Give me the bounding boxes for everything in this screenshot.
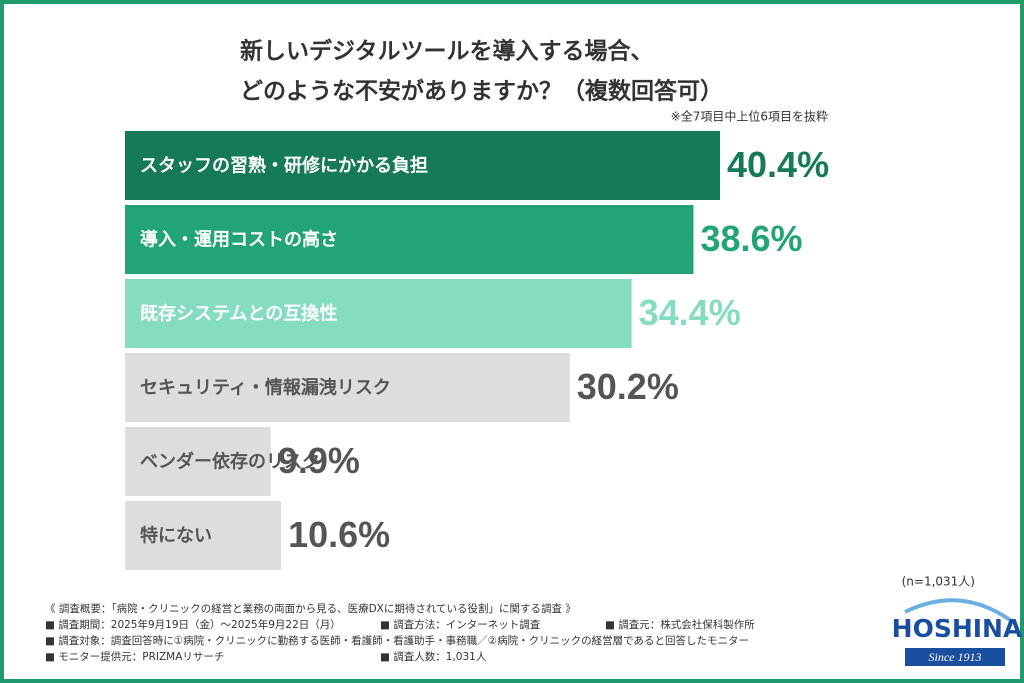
category-label: セキュリティ・情報漏洩リスク (140, 377, 391, 399)
footer-text: 《 調査概要：「病院・クリニックの経営と業務の両面から見る、医療DXに期待されて… (45, 602, 576, 615)
value-label: 10.6% (288, 514, 390, 555)
chart-title: どのような不安がありますか？（複数回答可） (240, 78, 723, 105)
logo-tagline: Since 1913 (929, 650, 982, 664)
bar (125, 501, 282, 570)
footer-text: ■ 調査元：株式会社保科製作所 (605, 618, 755, 631)
footer-text: ■ 調査期間：2025年9月19日（金）〜2025年9月22日（月） (45, 618, 341, 631)
logo-banner (905, 648, 1005, 666)
value-label: 34.4% (639, 292, 741, 333)
category-label: スタッフの習熟・研修にかかる負担 (140, 155, 428, 177)
bar (125, 205, 694, 274)
footer-text: ■ 調査人数：1,031人 (380, 650, 487, 663)
logo-name: HOSHINA (892, 614, 1023, 643)
value-label: 30.2% (577, 366, 679, 407)
bar (125, 279, 632, 348)
bar (125, 427, 271, 496)
logo-swoosh (904, 598, 1012, 622)
category-label: 特にない (140, 525, 212, 547)
category-label: ベンダー依存のリスク (140, 451, 320, 473)
sample-size: (n=1,031人) (902, 575, 975, 589)
footer-text: ■ 調査対象：調査回答時に①病院・クリニックに勤務する医師・看護師・看護助手・事… (45, 634, 749, 647)
bar (125, 353, 570, 422)
note: ※全7項目中上位6項目を抜粋 (671, 109, 828, 124)
value-label: 9.9% (278, 440, 360, 481)
chart-title: 新しいデジタルツールを導入する場合、 (240, 38, 654, 65)
category-label: 既存システムとの互換性 (140, 303, 337, 325)
category-label: 導入・運用コストの高さ (140, 229, 338, 251)
bar (125, 131, 720, 200)
logo: HOSHINA Since 1913 (892, 598, 1023, 666)
value-label: 38.6% (700, 218, 802, 259)
footer-text: ■ 調査方法：インターネット調査 (380, 618, 541, 631)
value-label: 40.4% (727, 144, 829, 185)
footer-text: ■ モニター提供元：PRIZMAリサーチ (45, 650, 224, 663)
